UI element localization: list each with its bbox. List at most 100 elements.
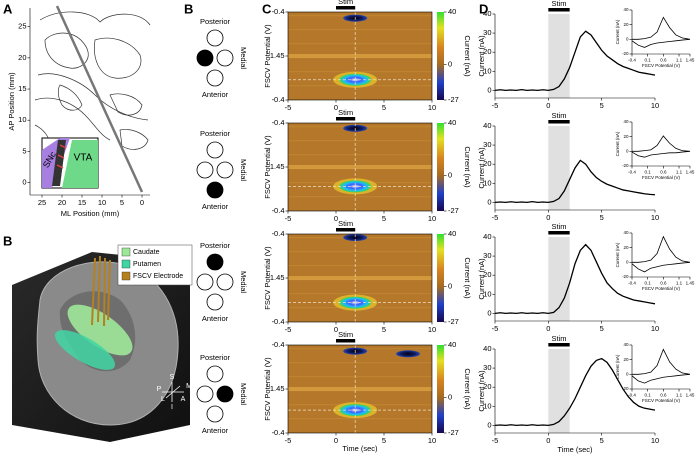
colorplot-band: [288, 387, 432, 391]
x-tick-label: 0: [140, 198, 144, 207]
legend-label: Caudate: [133, 249, 160, 256]
colorplot-texture: [288, 71, 432, 73]
orientation-label: L: [161, 396, 165, 403]
brain-render: [12, 244, 193, 442]
x-tick-label: 10: [428, 436, 436, 445]
y-axis-label: Current (nA): [477, 258, 486, 300]
panel-label: B: [184, 1, 193, 16]
electrode-site: [216, 385, 234, 403]
x-tick-label: 0.1: [645, 57, 652, 62]
x-tick-label: -5: [285, 214, 292, 223]
electrode-site: [206, 365, 224, 383]
direction-label: Medial: [239, 383, 248, 405]
orientation-label: A: [181, 396, 186, 403]
x-tick-label: -5: [285, 325, 292, 334]
y-tick-label: -0.4: [272, 95, 285, 104]
colorplot-texture: [288, 293, 432, 295]
y-tick-label: -0.4: [272, 317, 285, 326]
stim-bar: [548, 120, 570, 124]
electrode-site: [216, 49, 234, 67]
x-tick-label: -5: [492, 213, 499, 222]
legend-label: Putamen: [133, 261, 161, 268]
trace: [494, 30, 656, 92]
electrode-track: [55, 5, 144, 193]
y-tick-label: 20: [18, 53, 26, 62]
x-tick-label: 0: [334, 325, 338, 334]
colorplot-texture: [288, 251, 432, 253]
y-axis-label: Current (nA): [477, 147, 486, 189]
colorbar-label: Current (nA): [463, 257, 472, 299]
x-tick-label: -5: [492, 101, 499, 110]
electrode-site: [206, 181, 224, 199]
y-axis-label: Current (nA): [477, 370, 486, 412]
y-axis-label: FSCV Potential (V): [263, 24, 272, 88]
x-tick-label: 5: [600, 436, 604, 445]
x-tick-label: 0.1: [645, 169, 652, 174]
direction-label: Anterior: [202, 426, 229, 435]
x-tick-label: 0.6: [660, 57, 667, 62]
trace: [631, 348, 691, 384]
y-axis-label: FSCV Potential (V): [263, 357, 272, 421]
direction-label: Posterior: [200, 17, 231, 26]
x-tick-label: 5: [600, 213, 604, 222]
x-tick-label: 15: [78, 198, 86, 207]
direction-label: Medial: [239, 271, 248, 293]
stim-label: Stim: [338, 330, 353, 339]
x-tick-label: 0: [546, 324, 550, 333]
direction-label: Anterior: [202, 314, 229, 323]
colorplot-texture: [288, 265, 432, 267]
y-tick-label: 10: [483, 66, 491, 75]
y-tick-label: 20: [623, 357, 629, 362]
x-axis-label: FSCV Potential (V): [642, 286, 681, 291]
trace: [494, 357, 656, 427]
x-tick-label: 0: [546, 101, 550, 110]
x-tick-label: -5: [492, 436, 499, 445]
direction-label: Medial: [239, 159, 248, 181]
colorbar: [437, 12, 444, 100]
colorbar-tick-label: -27: [448, 428, 459, 437]
orientation-label: I: [171, 404, 173, 411]
peak: [396, 350, 420, 358]
stim-bar: [336, 6, 356, 10]
stim-bar: [548, 8, 570, 12]
x-tick-label: 0: [546, 213, 550, 222]
x-tick-label: -5: [285, 103, 292, 112]
x-tick-label: 1.1: [676, 57, 683, 62]
x-tick-label: -0.4: [628, 57, 636, 62]
x-tick-label: 5: [600, 324, 604, 333]
y-tick-label: 0: [626, 37, 629, 42]
stim-label: Stim: [338, 219, 353, 228]
direction-label: Medial: [239, 47, 248, 69]
x-tick-label: -0.4: [628, 280, 636, 285]
x-tick-label: 10: [651, 213, 659, 222]
colorplot-texture: [288, 140, 432, 142]
y-tick-label: 1.45: [270, 273, 285, 282]
stim-label: Stim: [338, 0, 353, 6]
x-tick-label: 10: [428, 214, 436, 223]
stim-bar: [336, 228, 356, 232]
electrode-site: [196, 49, 214, 67]
colorbar-label: Current (nA): [463, 35, 472, 77]
colorbar-tick-label: 40: [448, 340, 456, 349]
colorplot-band: [288, 276, 432, 280]
x-tick-label: 5: [382, 436, 386, 445]
y-tick-label: 0: [487, 85, 491, 94]
y-tick-label: 20: [483, 47, 491, 56]
x-tick-label: -0.4: [628, 169, 636, 174]
colorbar-tick-label: -27: [448, 317, 459, 326]
colorbar-tick-label: -27: [448, 206, 459, 215]
x-tick-label: -5: [285, 436, 292, 445]
electrode-site: [206, 141, 224, 159]
colorbar: [437, 234, 444, 322]
x-tick-label: 1.1: [676, 169, 683, 174]
trace: [631, 235, 691, 273]
legend: Caudate Putamen FSCV Electrode: [121, 247, 183, 281]
direction-label: Posterior: [200, 241, 231, 250]
y-tick-label: 40: [623, 230, 629, 235]
legend-label: FSCV Electrode: [133, 273, 183, 280]
y-axis-label: Current (nA): [477, 35, 486, 77]
stim-bar: [336, 117, 356, 121]
electrode-site: [206, 405, 224, 423]
colorbar-tick-label: 40: [448, 118, 456, 127]
colorbar-label: Current (nA): [463, 146, 472, 188]
